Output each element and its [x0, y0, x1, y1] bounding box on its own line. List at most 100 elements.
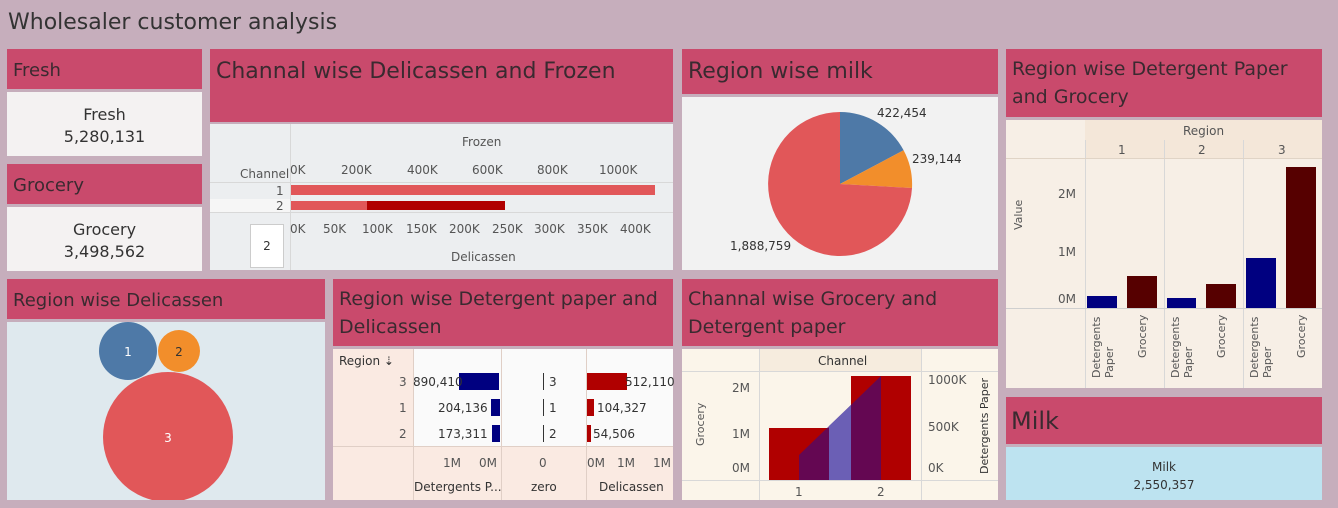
detergent-tick: 500K	[928, 420, 959, 434]
pie-slice-region-2	[840, 150, 913, 188]
milk-kpi: Milk 2,550,357	[1006, 447, 1322, 500]
region-col-title: Region	[1183, 124, 1225, 138]
fresh-header: Fresh	[7, 49, 202, 89]
zero-region: 3	[549, 375, 557, 389]
pie-slice-region-1	[840, 112, 904, 184]
frozen-bar	[291, 185, 655, 195]
deli-tick: 0M	[587, 456, 605, 470]
delicassen-tick: 250K	[492, 222, 523, 236]
delicassen-bar	[587, 373, 627, 390]
grocery-tick: 2M	[732, 381, 750, 395]
pie-label: 1,888,759	[730, 239, 791, 253]
x-label-grocery: Grocery	[1215, 314, 1228, 358]
grocery-tick: 1M	[732, 427, 750, 441]
delicassen-value: 104,327	[597, 401, 647, 415]
bubble-region-3	[103, 372, 233, 502]
deli-tick: 1M	[653, 456, 671, 470]
pie-slice-region-3	[768, 112, 912, 256]
channel-row-label: 2	[276, 199, 284, 213]
x-label-detergents: Detergents Paper	[1090, 316, 1116, 378]
delicassen-tick: 300K	[534, 222, 565, 236]
milk-kpi-value: 2,550,357	[1133, 478, 1195, 492]
det-tick: 1M	[443, 456, 461, 470]
delicassen-axis-title: Delicassen	[451, 250, 516, 264]
region-milk-chart: 422,454 239,144 1,888,759	[682, 97, 998, 270]
col-label-detergents: Detergents P...	[414, 480, 502, 494]
value-tick: 2M	[1058, 187, 1076, 201]
delicassen-bar	[587, 399, 594, 416]
bubble-label: 2	[175, 345, 183, 359]
page-control-button[interactable]: 2	[250, 224, 284, 268]
fresh-header-label: Fresh	[13, 60, 61, 81]
grocery-kpi-value: 3,498,562	[63, 242, 146, 261]
region-sort-header[interactable]: Region ⇣	[339, 354, 394, 368]
detergent-value: 204,136	[438, 401, 488, 415]
frozen-tick: 200K	[341, 163, 372, 177]
region-milk-title: Region wise milk	[688, 59, 873, 84]
detergent-area-mid	[829, 405, 851, 480]
delicassen-tick: 400K	[620, 222, 651, 236]
delicassen-tick: 150K	[406, 222, 437, 236]
region-col-label: 2	[1198, 143, 1206, 157]
detergent-tick: 0K	[928, 461, 944, 475]
grocery-kpi: Grocery 3,498,562	[7, 207, 202, 271]
frozen-bar	[291, 201, 367, 210]
row-region: 2	[399, 427, 407, 441]
milk-header-label: Milk	[1011, 407, 1059, 435]
milk-pie: 422,454 239,144 1,888,759	[730, 106, 962, 256]
region-milk-header: Region wise milk	[682, 49, 998, 94]
fresh-kpi-label: Fresh	[83, 105, 126, 124]
bar-region1-detergent	[1087, 296, 1117, 308]
channel-deli-frozen-title: Channal wise Delicassen and Frozen	[216, 59, 616, 84]
pie-label: 422,454	[877, 106, 927, 120]
grocery-header: Grocery	[7, 164, 202, 204]
bar-region2-detergent	[1167, 298, 1196, 308]
delicassen-bar	[587, 425, 591, 442]
region-deli-header: Region wise Delicassen	[7, 279, 325, 319]
channel-x-label: 1	[795, 485, 803, 499]
grocery-axis-title: Grocery	[694, 402, 707, 446]
region-det-grocery-title-1: Region wise Detergent Paper	[1012, 58, 1288, 80]
delicassen-tick: 350K	[577, 222, 608, 236]
col-label-delicassen: Delicassen	[599, 480, 664, 494]
value-tick: 1M	[1058, 245, 1076, 259]
delicassen-tick: 200K	[449, 222, 480, 236]
region-det-grocery-title-2: and Grocery	[1012, 86, 1129, 108]
page-control-value: 2	[263, 239, 271, 253]
channel-grocery-det-title-1: Channal wise Grocery and	[688, 288, 938, 310]
grocery-kpi-label: Grocery	[72, 220, 137, 239]
value-tick: 0M	[1058, 292, 1076, 306]
region-det-deli-chart: Region ⇣ 3 1 2 890,410 204,136 173,311 3…	[333, 349, 675, 500]
detergent-bar	[459, 373, 499, 390]
milk-kpi-label: Milk	[1152, 460, 1176, 474]
bar-region1-grocery	[1127, 276, 1157, 308]
value-axis-title: Value	[1012, 199, 1025, 230]
bubble-label: 1	[124, 345, 132, 359]
row-region: 3	[399, 375, 407, 389]
detergent-bar	[492, 425, 500, 442]
region-det-grocery-header: Region wise Detergent Paper and Grocery	[1006, 49, 1322, 117]
frozen-axis-title: Frozen	[462, 135, 502, 149]
bar-region3-grocery	[1286, 167, 1316, 308]
delicassen-bar	[367, 201, 505, 210]
channel-top-title: Channel	[818, 354, 868, 368]
x-label-grocery: Grocery	[1136, 314, 1149, 358]
bubble-label: 3	[164, 431, 172, 445]
x-label-grocery: Grocery	[1295, 314, 1308, 358]
delicassen-value: 54,506	[593, 427, 635, 441]
bubble-region-2	[158, 330, 200, 372]
channel-deli-frozen-header: Channal wise Delicassen and Frozen	[210, 49, 673, 122]
dashboard-title: Wholesaler customer analysis	[8, 10, 338, 35]
channel-x-label: 2	[877, 485, 885, 499]
frozen-tick: 400K	[407, 163, 438, 177]
zero-tick: 0	[539, 456, 547, 470]
bubble-region-1	[99, 322, 157, 380]
delicassen-tick: 50K	[323, 222, 347, 236]
frozen-tick: 600K	[472, 163, 503, 177]
region-det-deli-header: Region wise Detergent paper and Delicass…	[333, 279, 673, 346]
pie-label: 239,144	[912, 152, 962, 166]
zero-region: 1	[549, 401, 557, 415]
grocery-detergent-plot	[769, 376, 911, 480]
zero-region: 2	[549, 427, 557, 441]
region-det-deli-title-1: Region wise Detergent paper and	[339, 288, 658, 310]
